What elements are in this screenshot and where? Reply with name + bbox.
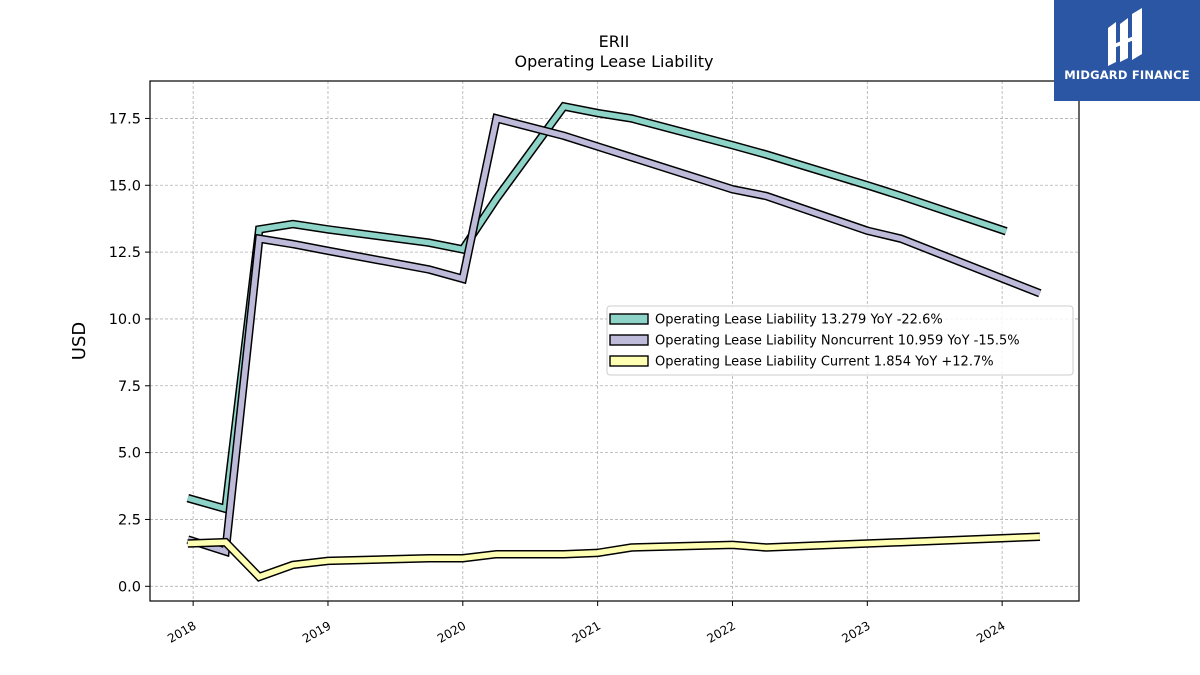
series-line bbox=[186, 115, 1041, 556]
y-tick-label: 12.5 bbox=[109, 245, 141, 261]
series-line bbox=[187, 103, 1008, 513]
legend-label: Operating Lease Liability 13.279 YoY -22… bbox=[655, 313, 943, 328]
x-tick-label: 2020 bbox=[435, 618, 468, 645]
y-tick-label: 7.5 bbox=[118, 379, 141, 395]
midgard-logo-icon bbox=[1108, 8, 1142, 66]
legend-box bbox=[606, 305, 1074, 376]
y-axis: 0.0 2.5 5.0 7.5 10.0 12.5 15.0 17.5 bbox=[109, 111, 150, 595]
legend-swatch bbox=[609, 313, 649, 325]
x-tick-label: 2022 bbox=[705, 618, 738, 645]
y-tick-label: 5.0 bbox=[118, 446, 141, 462]
legend-label: Operating Lease Liability Current 1.854 … bbox=[655, 355, 994, 370]
chart-subtitle: Operating Lease Liability bbox=[514, 52, 713, 71]
x-tick-label: 2023 bbox=[839, 618, 872, 645]
series-3 bbox=[187, 532, 1041, 582]
series-2 bbox=[186, 113, 1042, 558]
legend-swatch bbox=[609, 334, 649, 346]
chart-title: ERII bbox=[599, 32, 630, 51]
x-tick-label: 2018 bbox=[165, 618, 198, 645]
x-tick-label: 2019 bbox=[300, 618, 333, 645]
series-layer bbox=[186, 101, 1042, 582]
x-tick-label: 2024 bbox=[974, 618, 1007, 645]
plot-frame bbox=[149, 80, 1080, 602]
series-line bbox=[187, 533, 1041, 581]
legend-swatch bbox=[609, 355, 649, 367]
brand-logo: MIDGARD FINANCE bbox=[1054, 0, 1200, 101]
series-1 bbox=[186, 101, 1008, 515]
legend: Operating Lease Liability 13.279 YoY -22… bbox=[606, 305, 1074, 376]
y-tick-label: 10.0 bbox=[109, 312, 141, 328]
y-tick-label: 2.5 bbox=[118, 512, 141, 528]
x-tick-label: 2021 bbox=[570, 618, 603, 645]
y-tick-label: 15.0 bbox=[109, 178, 141, 194]
brand-name: MIDGARD FINANCE bbox=[1064, 68, 1190, 82]
x-axis: 2018 2019 2020 2021 2022 2023 2024 bbox=[165, 601, 1008, 646]
legend-label: Operating Lease Liability Noncurrent 10.… bbox=[655, 334, 1020, 349]
y-tick-label: 17.5 bbox=[109, 111, 141, 127]
y-tick-label: 0.0 bbox=[118, 579, 141, 595]
y-axis-label: USD bbox=[69, 322, 90, 360]
